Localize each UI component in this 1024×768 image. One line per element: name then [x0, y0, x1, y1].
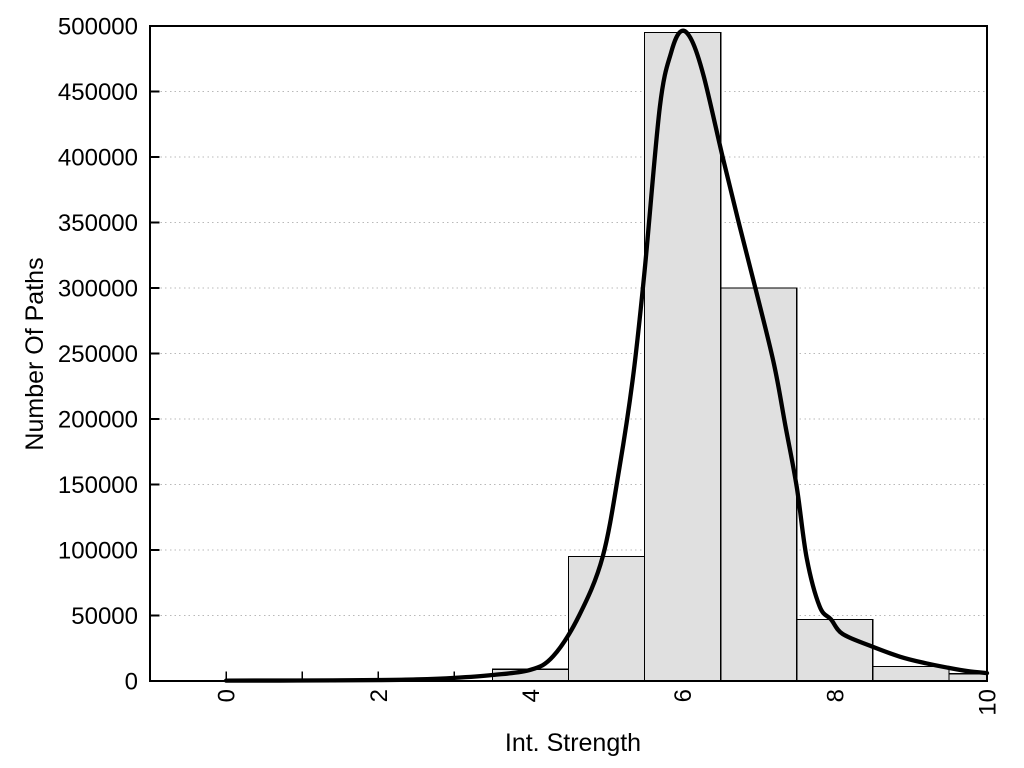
y-tick-label: 0 [125, 669, 138, 696]
y-tick-label: 400000 [58, 145, 138, 172]
x-tick-label: 2 [366, 689, 393, 702]
y-tick-label: 100000 [58, 538, 138, 565]
gridlines-layer [151, 91, 986, 616]
density-curve [223, 28, 990, 683]
y-tick-label: 450000 [58, 79, 138, 106]
tick-labels-layer: 0 50000 100000 150000 200000 250000 300000 3500… [58, 14, 1002, 716]
histogram-bars-layer [491, 31, 988, 682]
x-tick-label: 10 [975, 689, 1002, 716]
histogram-bar [796, 618, 874, 682]
x-tick-label: 0 [214, 689, 241, 702]
y-tick-label: 500000 [58, 14, 138, 41]
histogram-bar [720, 287, 798, 682]
plot-border [149, 25, 988, 682]
y-tick-label: 300000 [58, 276, 138, 303]
y-tick-label: 350000 [58, 210, 138, 237]
y-tick-label: 150000 [58, 472, 138, 499]
x-tick-label: 4 [518, 689, 545, 702]
x-axis-title: Int. Strength [505, 729, 641, 757]
histogram-bar [567, 555, 646, 682]
histogram-bar [948, 673, 988, 682]
histogram-bar [872, 665, 950, 682]
x-tick-label: 8 [822, 689, 849, 702]
y-tick-label: 200000 [58, 407, 138, 434]
y-tick-label: 50000 [71, 603, 138, 630]
y-tick-label: 250000 [58, 341, 138, 368]
y-axis-title: Number Of Paths [21, 257, 49, 450]
density-curve-layer [223, 28, 990, 683]
x-tick-label: 6 [670, 689, 697, 702]
